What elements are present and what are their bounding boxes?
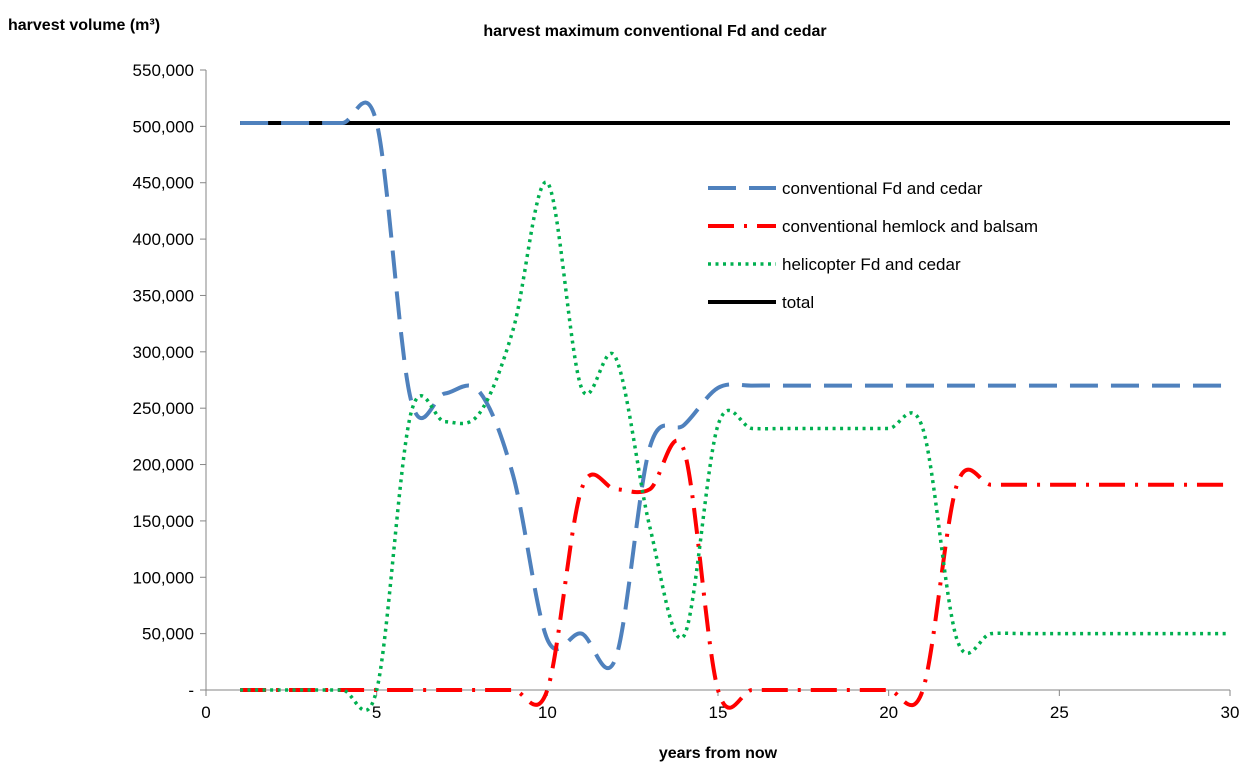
axes: - 50,000 100,000 150,000 200,000 250,000 300,0… — [133, 61, 1240, 722]
x-tick-label: 0 — [201, 703, 210, 722]
y-tick-label: 250,000 — [133, 399, 194, 418]
x-tick-label: 15 — [709, 703, 728, 722]
x-tick-label: 30 — [1221, 703, 1240, 722]
series-line-conventional-hemlock-and-balsam — [240, 438, 1230, 710]
y-tick-label: 500,000 — [133, 117, 194, 136]
y-tick-label: 550,000 — [133, 61, 194, 80]
y-tick-label: 200,000 — [133, 456, 194, 475]
y-tick-label: 300,000 — [133, 343, 194, 362]
legend-label-conventional-hemlock-and-balsam: conventional hemlock and balsam — [782, 217, 1038, 236]
y-tick-label: 100,000 — [133, 568, 194, 587]
chart-title: harvest maximum conventional Fd and ceda… — [483, 23, 826, 40]
y-tick-label: 400,000 — [133, 230, 194, 249]
x-tick-label: 5 — [372, 703, 381, 722]
y-axis-title: harvest volume (m³) — [8, 17, 160, 34]
y-tick-label: 350,000 — [133, 286, 194, 305]
series-line-conventional-fd-and-cedar — [240, 100, 1230, 671]
x-tick-label: 25 — [1050, 703, 1069, 722]
y-tick-label: 150,000 — [133, 512, 194, 531]
series-line-helicopter-fd-and-cedar — [240, 180, 1230, 713]
x-tick-label: 20 — [879, 703, 898, 722]
y-tick-label: 450,000 — [133, 174, 194, 193]
legend: conventional Fd and cedar conventional he… — [708, 179, 1038, 312]
legend-label-total: total — [782, 293, 814, 312]
x-tick-label: 10 — [538, 703, 557, 722]
x-axis-title: years from now — [659, 745, 778, 762]
legend-label-conventional-fd-and-cedar: conventional Fd and cedar — [782, 179, 983, 198]
y-tick-label: 50,000 — [142, 625, 194, 644]
y-tick-label: - — [188, 681, 194, 700]
series-layer — [240, 100, 1230, 713]
legend-label-helicopter-fd-and-cedar: helicopter Fd and cedar — [782, 255, 961, 274]
